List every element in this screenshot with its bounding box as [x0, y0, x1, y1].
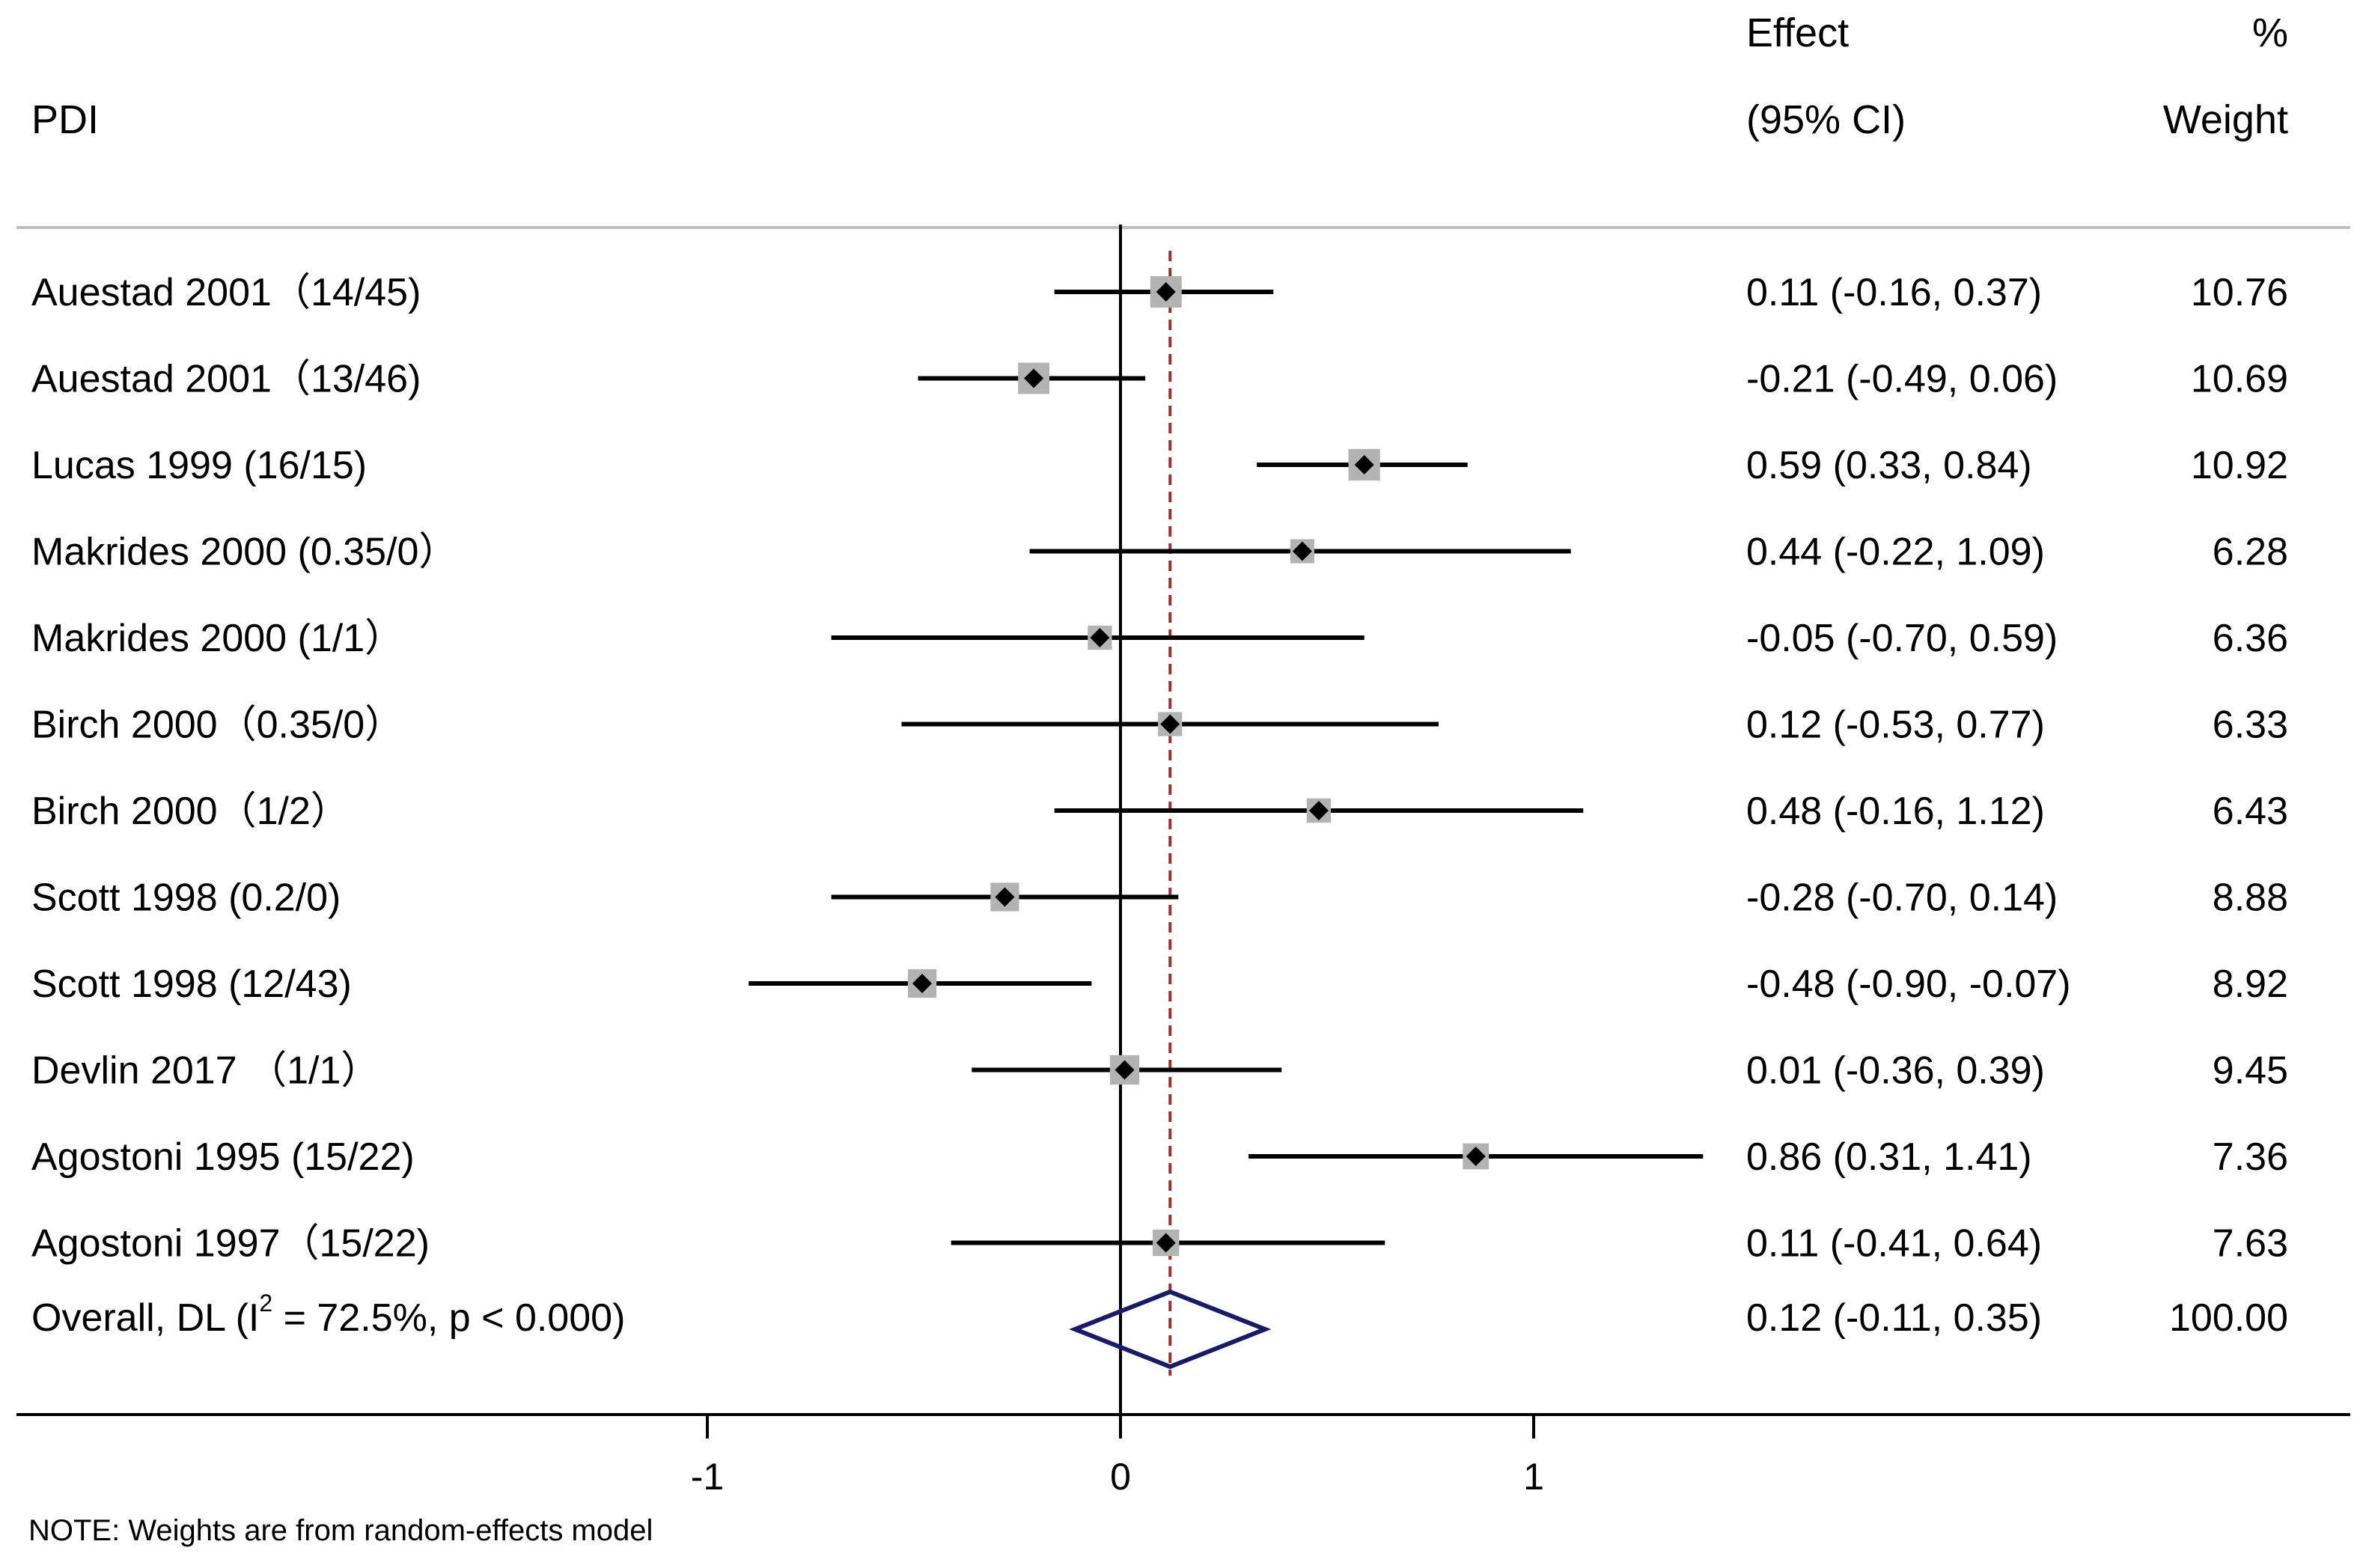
study-row: Auestad 2001（13/46) -0.21 (-0.49, 0.06) 10…: [31, 358, 2288, 401]
study-weight-text: 6.28: [2213, 531, 2288, 574]
study-label: Auestad 2001（14/45): [31, 271, 421, 314]
effect-header-bottom: (95% CI): [1746, 97, 1906, 142]
study-label: Birch 2000（1/2）: [31, 790, 350, 833]
overall-label: Overall, DL (I2 = 72.5%, p < 0.000): [31, 1290, 625, 1340]
footnote: NOTE: Weights are from random-effects mo…: [28, 1514, 653, 1547]
point-estimate-marker: [912, 974, 933, 993]
study-weight-text: 7.63: [2213, 1222, 2288, 1266]
study-row: Makrides 2000 (0.35/0） 0.44 (-0.22, 1.09)…: [31, 531, 2288, 574]
x-tick-label: 1: [1523, 1456, 1544, 1498]
point-estimate-marker: [1156, 282, 1176, 302]
study-column-header: PDI: [31, 97, 99, 142]
study-row: Agostoni 1995 (15/22) 0.86 (0.31, 1.41) 7.…: [31, 1135, 2288, 1179]
study-row: Birch 2000（1/2） 0.48 (-0.16, 1.12) 6.43: [31, 790, 2288, 833]
study-ci-text: -0.28 (-0.70, 0.14): [1746, 876, 2058, 920]
study-ci-text: -0.21 (-0.49, 0.06): [1746, 358, 2058, 401]
study-weight-text: 6.33: [2213, 704, 2288, 747]
study-ci-text: 0.12 (-0.53, 0.77): [1746, 704, 2045, 747]
overall-ci-text: 0.12 (-0.11, 0.35): [1746, 1296, 2042, 1340]
weight-header-bottom: Weight: [2163, 97, 2288, 142]
overall-weight-text: 100.00: [2169, 1296, 2288, 1340]
point-estimate-marker: [1292, 541, 1312, 561]
study-weight-text: 6.36: [2213, 617, 2288, 660]
study-row: Scott 1998 (12/43) -0.48 (-0.90, -0.07) 8.…: [31, 963, 2288, 1006]
weight-header-top: %: [2252, 10, 2288, 55]
study-label: Makrides 2000 (0.35/0）: [31, 531, 457, 574]
study-label: Agostoni 1995 (15/22): [31, 1135, 415, 1179]
study-label: Scott 1998 (12/43): [31, 963, 352, 1006]
point-estimate-marker: [1466, 1147, 1486, 1166]
study-weight-text: 9.45: [2213, 1049, 2288, 1093]
x-tick-label: 0: [1110, 1456, 1131, 1498]
point-estimate-marker: [1354, 455, 1374, 475]
study-label: Devlin 2017 （1/1）: [31, 1049, 379, 1093]
point-estimate-marker: [995, 887, 1015, 907]
study-ci-text: 0.11 (-0.41, 0.64): [1746, 1222, 2042, 1266]
study-ci-text: 0.48 (-0.16, 1.12): [1746, 790, 2045, 833]
study-label: Auestad 2001（13/46): [31, 358, 421, 401]
study-weight-text: 6.43: [2213, 790, 2288, 833]
study-ci-text: -0.48 (-0.90, -0.07): [1746, 963, 2071, 1006]
study-ci-text: 0.01 (-0.36, 0.39): [1746, 1049, 2045, 1093]
overall-diamond: [1069, 1289, 1272, 1370]
study-row: Lucas 1999 (16/15) 0.59 (0.33, 0.84) 10.92: [31, 444, 2288, 487]
point-estimate-marker: [1308, 801, 1329, 820]
study-row: Makrides 2000 (1/1） -0.05 (-0.70, 0.59) 6.…: [31, 617, 2288, 660]
study-row: Devlin 2017 （1/1） 0.01 (-0.36, 0.39) 9.45: [31, 1049, 2288, 1093]
study-ci-text: 0.86 (0.31, 1.41): [1746, 1135, 2032, 1179]
point-estimate-marker: [1115, 1060, 1135, 1080]
study-label: Birch 2000（0.35/0）: [31, 704, 403, 747]
x-tick-label: -1: [691, 1456, 724, 1498]
study-weight-text: 10.69: [2191, 358, 2288, 401]
study-label: Scott 1998 (0.2/0): [31, 876, 341, 920]
study-ci-text: 0.44 (-0.22, 1.09): [1746, 531, 2045, 574]
study-row: Scott 1998 (0.2/0) -0.28 (-0.70, 0.14) 8.8…: [31, 876, 2288, 920]
study-ci-text: -0.05 (-0.70, 0.59): [1746, 617, 2058, 660]
point-estimate-marker: [1160, 714, 1180, 734]
point-estimate-marker: [1024, 368, 1044, 388]
study-weight-text: 8.92: [2213, 963, 2288, 1006]
point-estimate-marker: [1156, 1233, 1176, 1253]
study-label: Makrides 2000 (1/1）: [31, 617, 403, 660]
study-row: Auestad 2001（14/45) 0.11 (-0.16, 0.37) 10.…: [31, 271, 2288, 314]
study-weight-text: 10.92: [2191, 444, 2288, 487]
study-weight-text: 7.36: [2213, 1135, 2288, 1179]
study-label: Lucas 1999 (16/15): [31, 444, 367, 487]
study-weight-text: 8.88: [2213, 876, 2288, 920]
study-label: Agostoni 1997（15/22): [31, 1222, 430, 1266]
study-weight-text: 10.76: [2191, 271, 2288, 314]
effect-header-top: Effect: [1746, 10, 1849, 55]
study-ci-text: 0.59 (0.33, 0.84): [1746, 444, 2032, 487]
point-estimate-marker: [1090, 628, 1110, 647]
study-row: Birch 2000（0.35/0） 0.12 (-0.53, 0.77) 6.33: [31, 704, 2288, 747]
study-row: Agostoni 1997（15/22) 0.11 (-0.41, 0.64) 7.…: [31, 1222, 2288, 1266]
study-ci-text: 0.11 (-0.16, 0.37): [1746, 271, 2042, 314]
